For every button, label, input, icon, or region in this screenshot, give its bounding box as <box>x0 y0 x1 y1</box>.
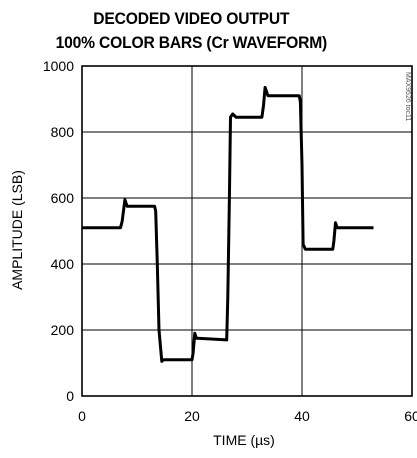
y-tick-label: 800 <box>51 124 75 140</box>
plot-frame <box>81 65 413 397</box>
x-axis-label: TIME (µs) <box>213 432 275 448</box>
chart-title-line-2: 100% COLOR BARS (Cr WAVEFORM) <box>56 33 327 52</box>
chart-title-line-1: DECODED VIDEO OUTPUT <box>93 9 289 28</box>
y-axis-label: AMPLITUDE (LSB) <box>9 170 25 290</box>
x-tick-label: 60 <box>404 408 417 424</box>
x-tick-labels: 0 20 40 60 <box>78 408 417 424</box>
side-label: MAX9526 toc11 <box>404 72 411 121</box>
series-line <box>82 85 374 363</box>
y-tick-label: 600 <box>51 190 75 206</box>
y-tick-label: 1000 <box>43 58 74 74</box>
x-tick-label: 20 <box>184 408 200 424</box>
x-tick-label: 40 <box>294 408 310 424</box>
x-tick-label: 0 <box>78 408 86 424</box>
y-tick-labels: 0 200 400 600 800 1000 <box>43 58 74 404</box>
y-tick-label: 0 <box>66 388 74 404</box>
y-tick-label: 400 <box>51 256 75 272</box>
y-tick-label: 200 <box>51 322 75 338</box>
grid <box>82 66 412 396</box>
